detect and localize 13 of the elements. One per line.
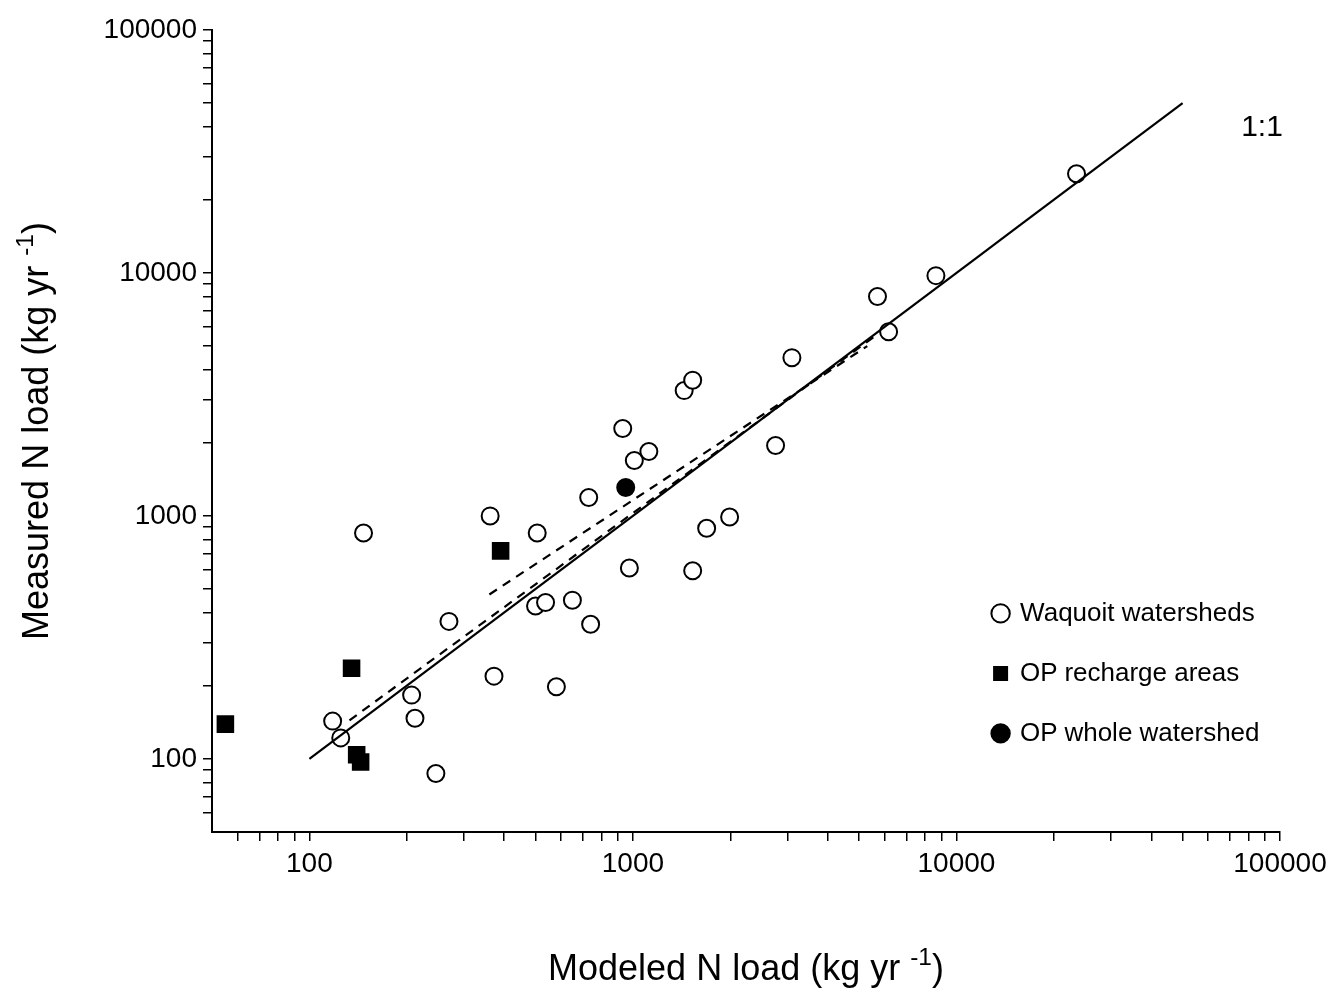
y-tick-label: 10000: [119, 255, 197, 287]
legend-label: Waquoit watersheds: [1020, 596, 1255, 627]
x-tick-label: 100: [286, 846, 333, 878]
legend-label: OP recharge areas: [1020, 656, 1240, 687]
x-tick-label: 1000: [601, 846, 665, 878]
y-tick-label: 100000: [103, 12, 197, 44]
annotation: 1:1: [1241, 109, 1283, 143]
y-axis-title: Measured N load (kg yr -1): [10, 222, 56, 640]
y-tick-label: 100: [150, 741, 197, 773]
y-tick-label: 1000: [134, 498, 197, 530]
x-tick-label: 10000: [917, 846, 996, 878]
legend-label: OP whole watershed: [1020, 716, 1260, 747]
x-tick-label: 100000: [1233, 846, 1327, 878]
